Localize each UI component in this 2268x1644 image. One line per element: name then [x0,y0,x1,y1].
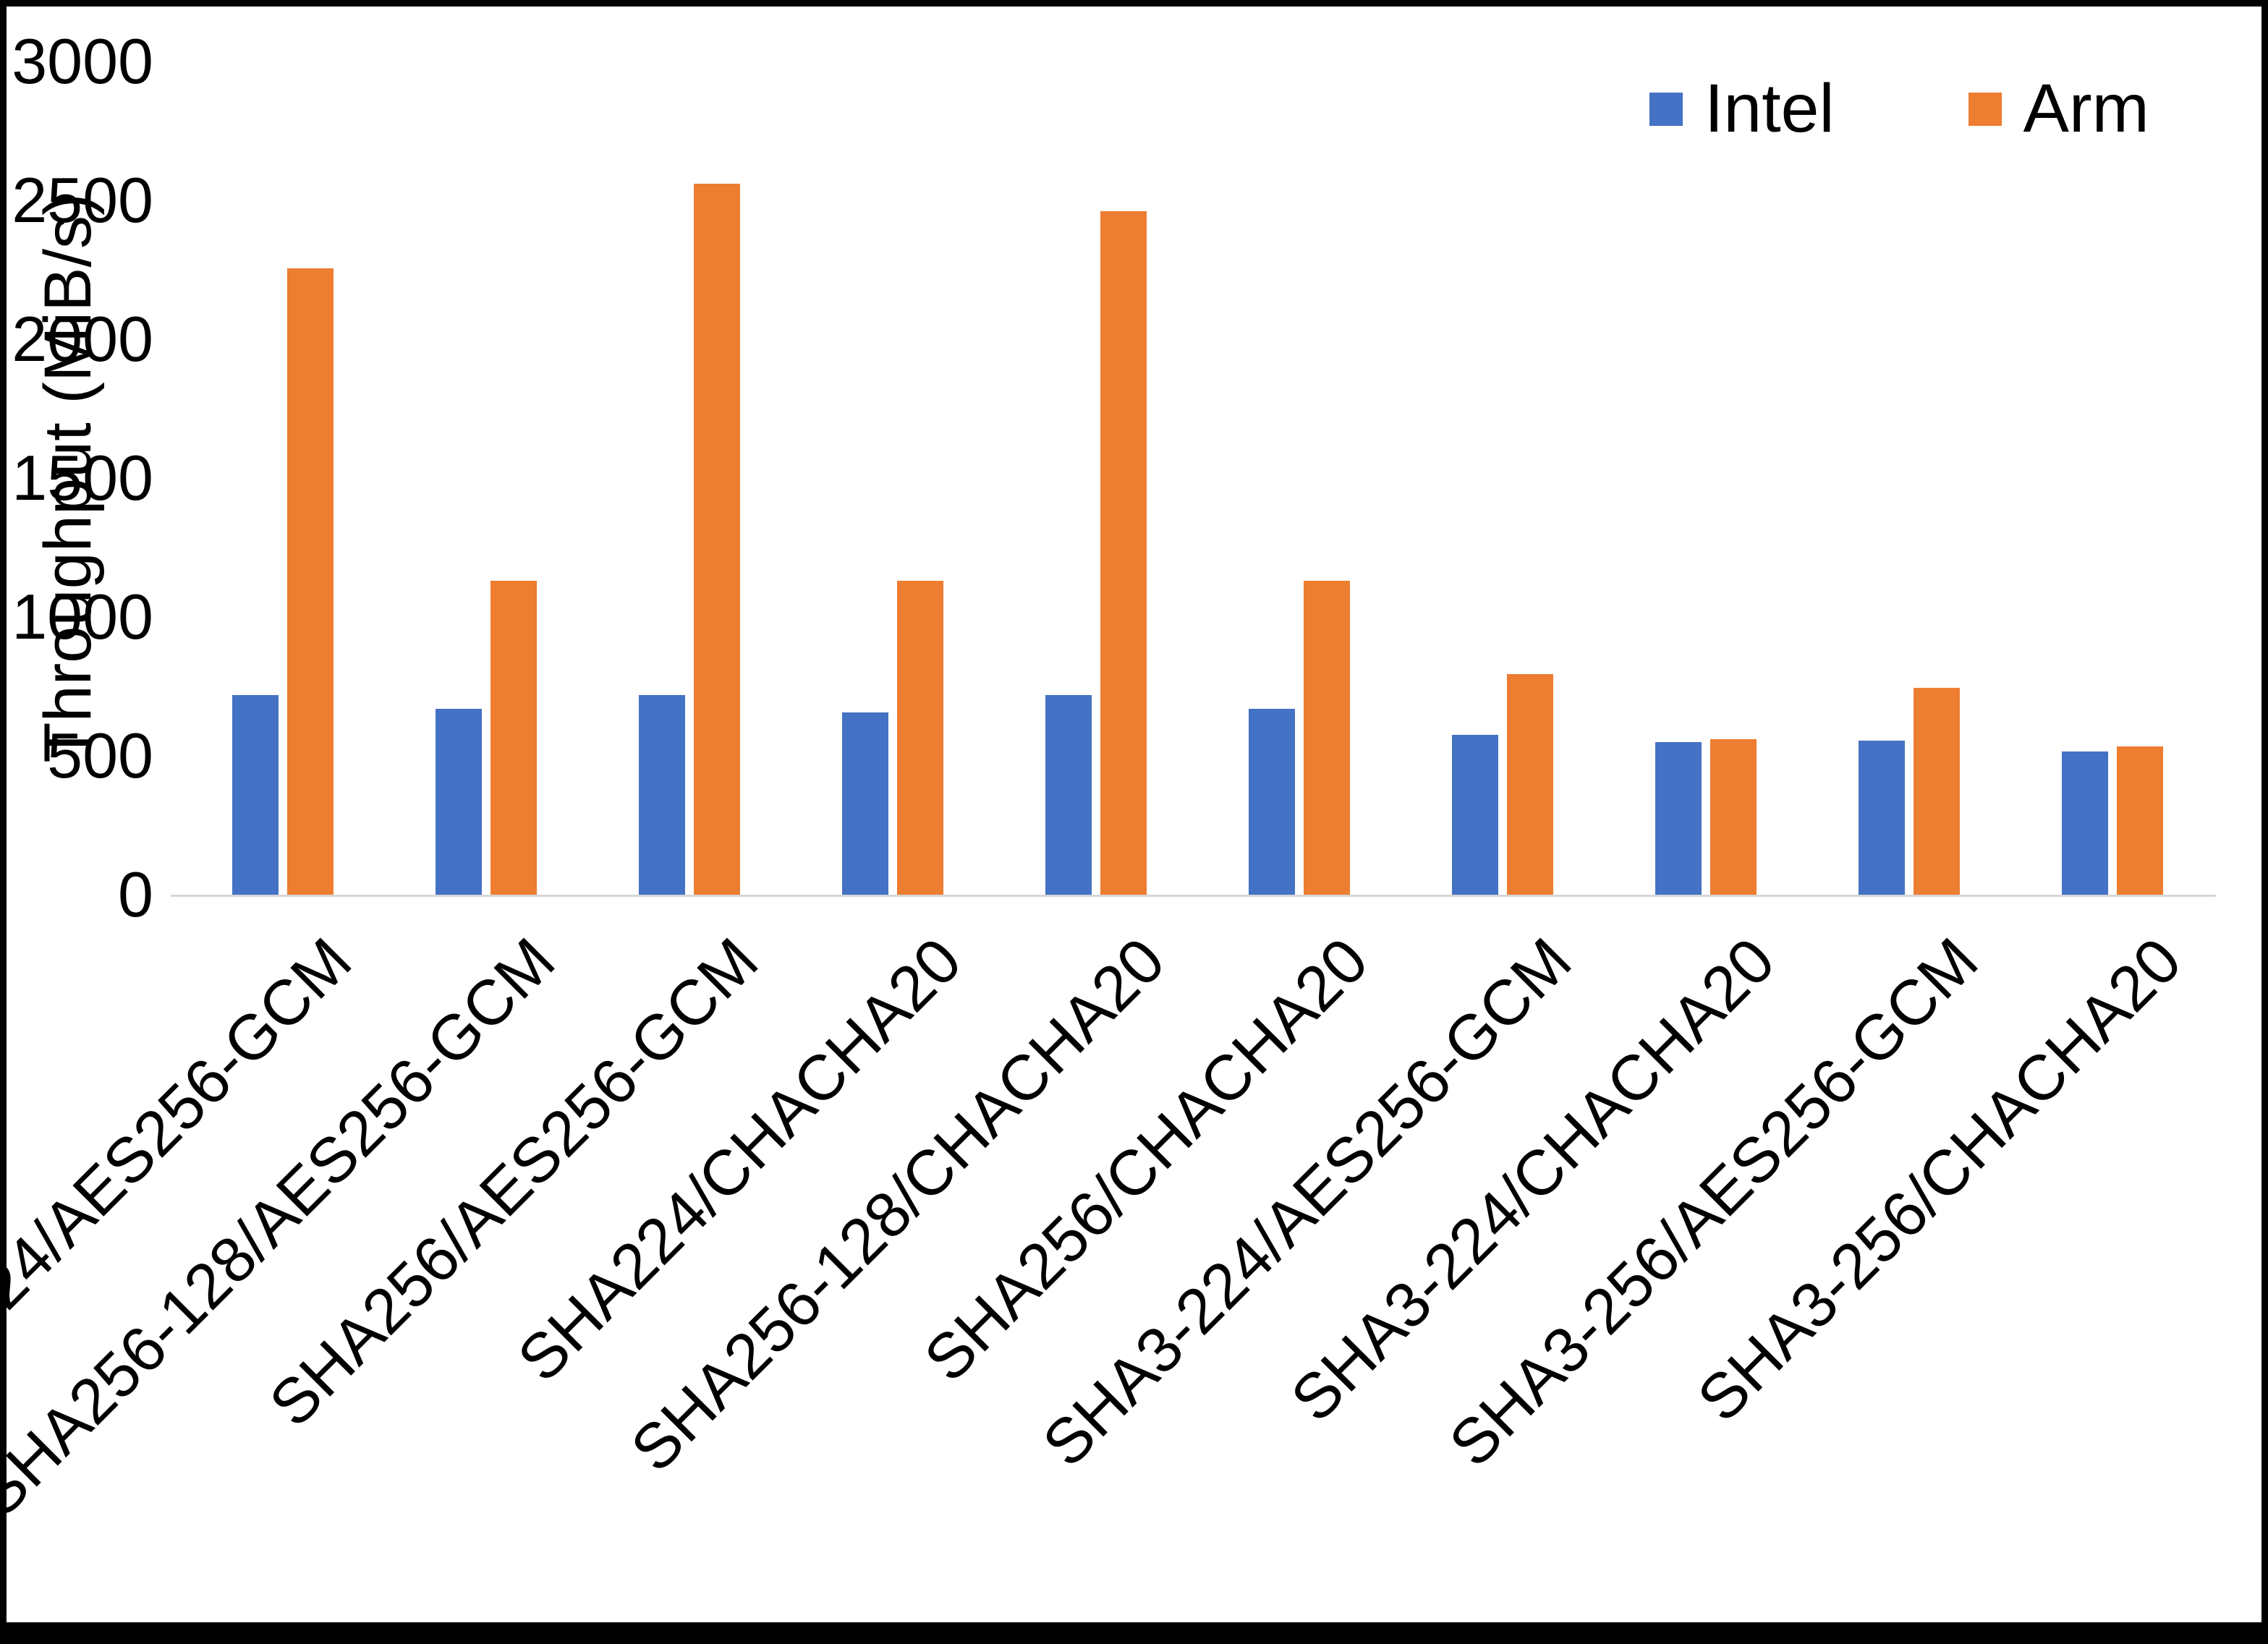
bar-intel [1655,742,1702,895]
bar-intel [232,695,279,895]
legend-label-arm: Arm [2023,70,2149,147]
y-tick-label: 2500 [12,164,153,236]
legend: Intel Arm [1649,69,2149,148]
bar-arm [1100,211,1147,895]
bar-intel [1045,695,1092,895]
bar-intel [639,695,685,895]
y-tick-label: 1500 [12,442,153,514]
y-tick-label: 1000 [12,581,153,652]
legend-item-intel: Intel [1649,69,1835,148]
bar-intel [842,712,888,895]
bar-intel [2062,751,2108,895]
bar-arm [287,268,334,895]
y-tick-label: 2000 [12,303,153,375]
bar-intel [436,709,482,895]
y-tick-label: 3000 [12,25,153,97]
legend-item-arm: Arm [1968,69,2149,148]
bar-arm [694,184,740,895]
bar-arm [1914,688,1960,895]
bar-intel [1859,741,1905,895]
legend-swatch-intel [1649,92,1683,126]
x-axis-line [171,895,2216,897]
bar-arm [2117,746,2163,895]
y-tick-label: 0 [118,859,153,930]
legend-swatch-arm [1968,92,2002,126]
y-tick-label: 500 [47,720,153,791]
bar-arm [1304,581,1350,895]
bar-intel [1452,735,1498,895]
bar-arm [1710,739,1757,895]
bar-arm [1507,674,1553,895]
bar-arm [897,581,943,895]
bar-arm [490,581,537,895]
legend-label-intel: Intel [1704,70,1835,147]
bar-intel [1249,709,1295,895]
